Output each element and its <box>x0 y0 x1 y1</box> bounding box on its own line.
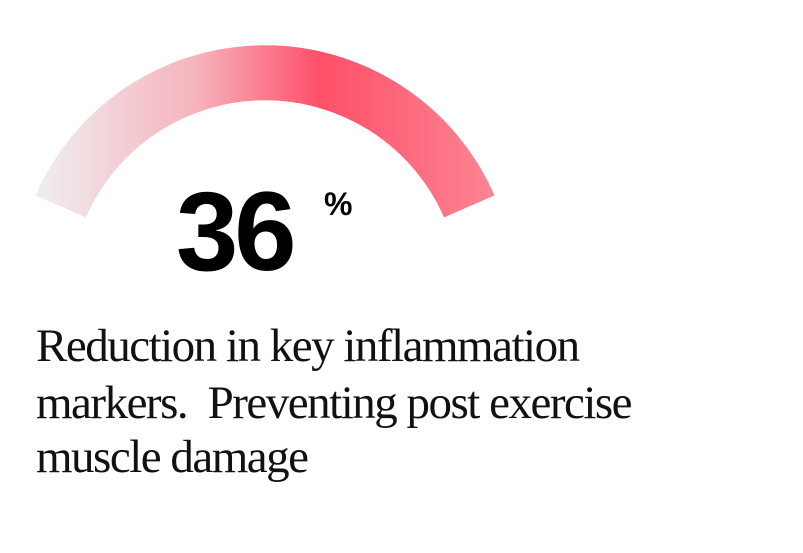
description-line: Reduction in key inflammation <box>36 320 580 372</box>
description-line: markers. Preventing post exercise <box>36 377 632 429</box>
stat-value: 36 <box>176 169 293 294</box>
description-line: muscle damage <box>36 431 308 483</box>
decorative-arc <box>35 45 495 218</box>
stat-unit: % <box>324 186 352 222</box>
